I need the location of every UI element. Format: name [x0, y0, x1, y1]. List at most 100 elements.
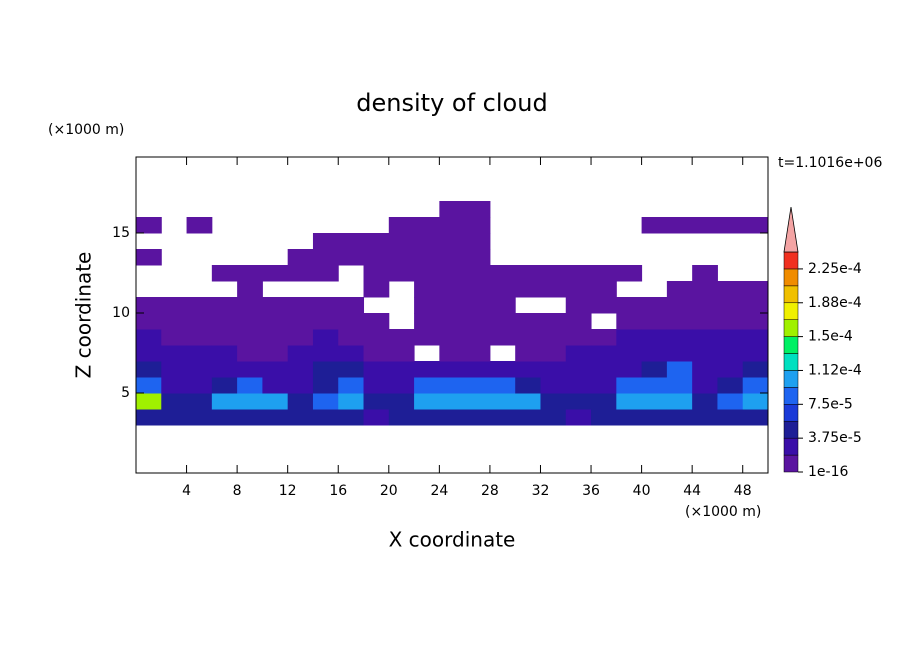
contour-cell: [338, 361, 365, 378]
contour-cell: [287, 409, 314, 426]
contour-cell: [616, 329, 643, 346]
contour-cell: [565, 313, 592, 330]
contour-cell: [388, 345, 415, 362]
contour-cell: [439, 329, 466, 346]
plot-frame: [135, 156, 769, 474]
contour-cell: [565, 377, 592, 394]
contour-cell: [540, 409, 567, 426]
contour-cell: [312, 361, 339, 378]
contour-cell: [565, 361, 592, 378]
contour-cell: [565, 345, 592, 362]
contour-cell: [666, 329, 693, 346]
contour-cell: [591, 345, 617, 362]
contour-cell: [388, 233, 415, 250]
contour-cell: [186, 297, 213, 314]
contour-cell: [211, 265, 238, 282]
contour-cell: [565, 329, 592, 346]
colorbar-band: [783, 370, 799, 388]
contour-cell: [414, 249, 440, 266]
contour-cell: [591, 329, 617, 346]
contour-cell: [464, 233, 491, 250]
contour-cell: [363, 345, 390, 362]
contour-cell: [489, 361, 516, 378]
contour-cell: [717, 329, 744, 346]
contour-cell: [641, 409, 668, 426]
contour-cell: [312, 377, 339, 394]
x-tick-label: 36: [582, 483, 600, 499]
contour-cell: [489, 393, 516, 410]
colorbar-label: 1.88e-4: [808, 295, 862, 311]
contour-cell: [692, 361, 718, 378]
contour-cell: [287, 313, 314, 330]
contour-cell: [211, 393, 238, 410]
contour-cell: [540, 393, 567, 410]
contour-cell: [591, 297, 617, 314]
contour-cell: [464, 313, 491, 330]
contour-cell: [136, 393, 162, 410]
contour-cell: [262, 265, 289, 282]
contour-cell: [186, 361, 213, 378]
contour-cell: [464, 345, 491, 362]
contour-cell: [692, 265, 718, 282]
contour-cell: [363, 249, 390, 266]
contour-cell: [237, 313, 263, 330]
contour-cell: [287, 345, 314, 362]
contour-cell: [692, 345, 718, 362]
contour-cell: [136, 329, 162, 346]
contour-cell: [489, 329, 516, 346]
contour-cell: [742, 217, 769, 234]
contour-cell: [489, 377, 516, 394]
annotation: t=1.1016e+06: [778, 155, 882, 171]
contour-cell: [742, 345, 769, 362]
y-unit: (×1000 m): [48, 122, 124, 138]
contour-cell: [742, 409, 769, 426]
contour-cell: [363, 313, 390, 330]
contour-cell: [414, 377, 440, 394]
contour-cell: [161, 313, 188, 330]
contour-cell: [666, 393, 693, 410]
contour-cell: [641, 329, 668, 346]
colorbar-label: 1.12e-4: [808, 362, 862, 378]
contour-cell: [338, 329, 365, 346]
contour-cell: [338, 313, 365, 330]
contour-cell: [515, 409, 541, 426]
contour-cell: [414, 361, 440, 378]
contour-cell: [464, 249, 491, 266]
contour-cell: [591, 393, 617, 410]
colorbar-band: [783, 319, 799, 337]
contour-cell: [262, 361, 289, 378]
contour-cell: [641, 393, 668, 410]
contour-cell: [616, 377, 643, 394]
colorbar-label: 7.5e-5: [808, 396, 853, 412]
y-tick-label: 15: [112, 225, 130, 241]
contour-cell: [439, 297, 466, 314]
contour-cell: [717, 393, 744, 410]
contour-cell: [237, 265, 263, 282]
contour-cell: [666, 217, 693, 234]
contour-cell: [692, 297, 718, 314]
contour-cell: [136, 345, 162, 362]
colorbar-label: 2.25e-4: [808, 261, 862, 277]
contour-cell: [312, 393, 339, 410]
contour-cell: [312, 233, 339, 250]
contour-cell: [439, 201, 466, 218]
contour-cell: [591, 409, 617, 426]
contour-cell: [742, 329, 769, 346]
contour-cell: [717, 313, 744, 330]
contour-cell: [186, 409, 213, 426]
colorbar-band: [783, 302, 799, 320]
contour-cell: [565, 281, 592, 298]
contour-cell: [489, 265, 516, 282]
contour-cell: [439, 249, 466, 266]
x-tick-label: 8: [233, 483, 242, 499]
contour-cell: [161, 361, 188, 378]
contour-cell: [439, 345, 466, 362]
contour-cell: [287, 377, 314, 394]
contour-cell: [388, 409, 415, 426]
colorbar-label: 1.5e-4: [808, 329, 853, 345]
contour-cell: [287, 265, 314, 282]
contour-cell: [211, 361, 238, 378]
contour-cell: [414, 313, 440, 330]
contour-cell: [591, 377, 617, 394]
